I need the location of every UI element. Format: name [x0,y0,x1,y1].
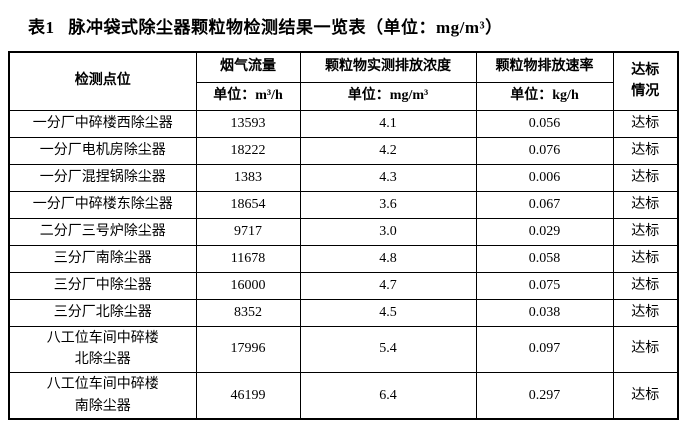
cell-concentration: 3.0 [299,217,477,246]
cell-concentration: 4.8 [299,244,477,273]
cell-concentration: 4.5 [299,298,477,327]
cell-flow: 17996 [195,325,301,373]
cell-point: 一分厂中碎楼东除尘器 [8,190,197,219]
cell-rate: 0.029 [475,217,614,246]
header-flow-unit: 单位：m³/h [195,81,301,111]
document-page: 表1 脉冲袋式除尘器颗粒物检测结果一览表（单位：mg/m³） 检测点位 烟气流量 … [8,13,685,421]
table-row: 一分厂混捏锅除尘器 1383 4.3 0.006 达标 [8,163,679,192]
cell-flow: 9717 [195,217,301,246]
header-point: 检测点位 [8,51,197,111]
cell-point: 三分厂中除尘器 [8,271,197,300]
header-compliance: 达标 情况 [612,51,679,111]
header-concentration-unit: 单位：mg/m³ [299,81,477,111]
cell-concentration: 4.7 [299,271,477,300]
table-row: 一分厂中碎楼东除尘器 18654 3.6 0.067 达标 [8,190,679,219]
cell-rate: 0.067 [475,190,614,219]
cell-concentration: 4.2 [299,136,477,165]
header-rate: 颗粒物排放速率 [475,51,614,83]
header-row-units: 单位：m³/h 单位：mg/m³ 单位：kg/h [9,81,678,111]
table-row: 八工位车间中碎楼 北除尘器 17996 5.4 0.097 达标 [8,325,679,373]
cell-rate: 0.056 [475,109,614,138]
header-rate-unit: 单位：kg/h [475,81,614,111]
cell-point: 一分厂中碎楼西除尘器 [8,109,197,138]
cell-flow: 46199 [195,371,301,420]
cell-status: 达标 [612,109,679,138]
cell-flow: 1383 [195,163,301,192]
table-row: 八工位车间中碎楼 南除尘器 46199 6.4 0.297 达标 [8,371,679,420]
table-row: 一分厂电机房除尘器 18222 4.2 0.076 达标 [8,136,679,165]
cell-rate: 0.058 [475,244,614,273]
cell-rate: 0.075 [475,271,614,300]
cell-point: 三分厂南除尘器 [8,244,197,273]
results-table: 检测点位 烟气流量 颗粒物实测排放浓度 颗粒物排放速率 达标 情况 单位：m³/… [8,51,679,421]
cell-flow: 18222 [195,136,301,165]
cell-point: 八工位车间中碎楼 南除尘器 [8,371,197,420]
cell-concentration: 5.4 [299,325,477,373]
cell-flow: 13593 [195,109,301,138]
table-row: 三分厂北除尘器 8352 4.5 0.038 达标 [8,298,679,327]
cell-status: 达标 [612,163,679,192]
cell-point: 三分厂北除尘器 [8,298,197,327]
table-title: 表1 脉冲袋式除尘器颗粒物检测结果一览表（单位：mg/m³） [28,13,685,38]
table-row: 一分厂中碎楼西除尘器 13593 4.1 0.056 达标 [8,109,679,138]
cell-rate: 0.038 [475,298,614,327]
cell-status: 达标 [612,244,679,273]
cell-status: 达标 [612,136,679,165]
cell-rate: 0.297 [475,371,614,420]
cell-rate: 0.006 [475,163,614,192]
cell-flow: 18654 [195,190,301,219]
cell-status: 达标 [612,271,679,300]
table-row: 三分厂中除尘器 16000 4.7 0.075 达标 [8,271,679,300]
cell-concentration: 4.1 [299,109,477,138]
cell-status: 达标 [612,298,679,327]
cell-status: 达标 [612,325,679,373]
cell-flow: 8352 [195,298,301,327]
table-title-text: 脉冲袋式除尘器颗粒物检测结果一览表（单位：mg/m³） [68,18,503,37]
cell-point: 一分厂混捏锅除尘器 [8,163,197,192]
header-flow: 烟气流量 [195,51,301,83]
cell-concentration: 3.6 [299,190,477,219]
table-row: 二分厂三号炉除尘器 9717 3.0 0.029 达标 [8,217,679,246]
cell-rate: 0.097 [475,325,614,373]
cell-status: 达标 [612,190,679,219]
cell-flow: 11678 [195,244,301,273]
cell-rate: 0.076 [475,136,614,165]
cell-status: 达标 [612,371,679,420]
header-concentration: 颗粒物实测排放浓度 [299,51,477,83]
cell-point: 一分厂电机房除尘器 [8,136,197,165]
cell-point: 二分厂三号炉除尘器 [8,217,197,246]
table-body: 一分厂中碎楼西除尘器 13593 4.1 0.056 达标 一分厂电机房除尘器 … [8,109,679,420]
cell-flow: 16000 [195,271,301,300]
table-title-number: 表1 [28,18,55,37]
cell-concentration: 4.3 [299,163,477,192]
cell-point: 八工位车间中碎楼 北除尘器 [8,325,197,373]
table-row: 三分厂南除尘器 11678 4.8 0.058 达标 [8,244,679,273]
header-row-names: 检测点位 烟气流量 颗粒物实测排放浓度 颗粒物排放速率 达标 情况 [8,51,679,111]
cell-concentration: 6.4 [299,371,477,420]
cell-status: 达标 [612,217,679,246]
